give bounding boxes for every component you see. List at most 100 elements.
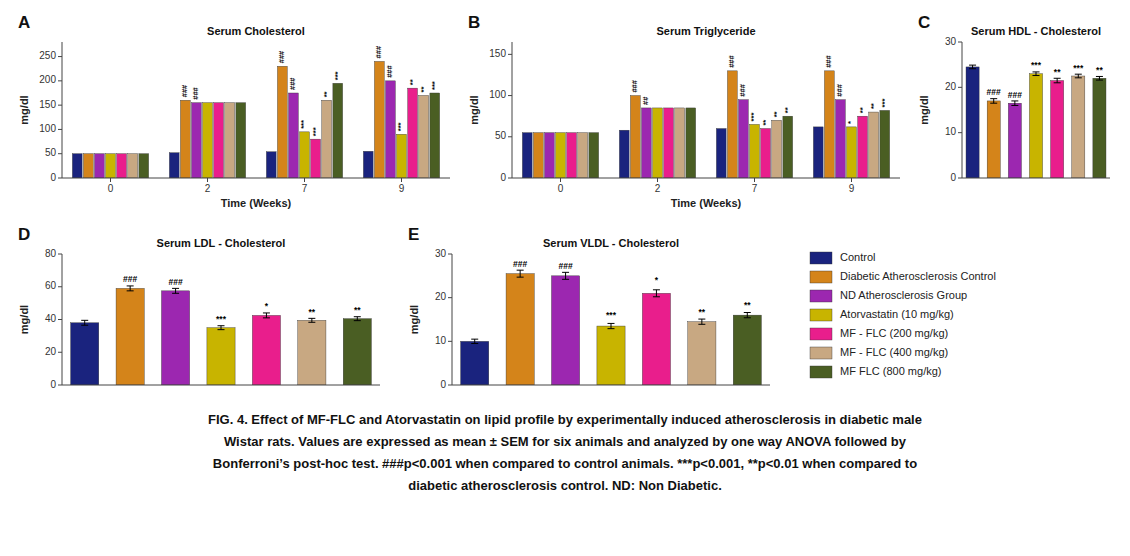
x-tick-label: 0 [558, 183, 564, 194]
bar [117, 154, 127, 178]
bar [567, 133, 577, 178]
significance: ### [385, 65, 394, 78]
x-tick [110, 178, 111, 182]
title: Serum LDL - Cholesterol [157, 237, 286, 249]
bar [772, 120, 782, 178]
error-cap [744, 317, 751, 318]
bar [716, 129, 726, 178]
y-tick-label: 100 [39, 123, 56, 134]
y-tick [958, 42, 962, 43]
significance: ### [123, 274, 137, 284]
legend-swatch [810, 252, 832, 264]
bar [419, 95, 429, 178]
y-tick-label: 200 [39, 74, 56, 85]
x-tick-label: 2 [655, 183, 661, 194]
error-line [357, 317, 358, 321]
y-tick [58, 319, 62, 320]
bar [236, 103, 246, 178]
significance: ## [641, 96, 650, 105]
bar [1072, 76, 1085, 178]
y-tick-label: 20 [945, 81, 957, 92]
significance: ** [699, 307, 706, 317]
y-tick [58, 286, 62, 287]
bar [289, 93, 299, 178]
error-cap [990, 103, 997, 104]
bar [733, 315, 761, 385]
legend-label: ND Atherosclerosis Group [840, 289, 967, 301]
bar [847, 127, 857, 178]
significance: *** [216, 314, 227, 324]
error-bar [653, 290, 660, 297]
error-bar [1011, 101, 1018, 106]
error-cap [990, 98, 997, 99]
error-cap [354, 316, 361, 317]
bar [169, 153, 179, 178]
bar [761, 129, 771, 178]
bar [506, 274, 534, 385]
x-axis-line [452, 385, 770, 386]
bar [277, 66, 287, 178]
significance: ### [374, 45, 383, 58]
y-tick [508, 95, 512, 96]
panel: 020406080mg/dlSerum LDL - CholesterolD##… [18, 225, 380, 390]
y-tick-label: 250 [39, 50, 56, 61]
error-bar [172, 288, 179, 293]
bar [630, 96, 640, 178]
significance: ** [772, 111, 781, 117]
bar [739, 100, 749, 178]
legend: ControlDiabetic Atherosclerosis ControlN… [810, 251, 996, 378]
error-cap [354, 320, 361, 321]
y-tick [958, 87, 962, 88]
bar [869, 112, 879, 178]
y-tick-label: 10 [435, 335, 447, 346]
error-cap [1033, 71, 1040, 72]
background [0, 0, 1130, 556]
annotations: ######******** [123, 274, 361, 324]
y-axis-label: mg/dl [18, 95, 30, 124]
significance: *** [749, 113, 758, 122]
significance: ** [1054, 67, 1061, 77]
y-axis-line [62, 42, 63, 178]
error-bar [698, 319, 705, 324]
bar [139, 154, 149, 178]
significance: *** [311, 127, 320, 136]
significance: ### [630, 79, 639, 92]
error-line [1099, 76, 1100, 80]
marks [461, 270, 762, 385]
error-cap [471, 339, 478, 340]
x-axis-line [962, 178, 1110, 179]
bar [180, 100, 190, 178]
y-axis-label: mg/dl [468, 95, 480, 124]
bar [363, 151, 373, 178]
marks [966, 65, 1106, 178]
y-tick-label: 0 [500, 172, 506, 183]
x-tick-label: 7 [302, 183, 308, 194]
bar [83, 154, 93, 178]
x-axis-line [62, 385, 380, 386]
y-axis-label: mg/dl [918, 95, 930, 124]
y-tick-label: 150 [489, 48, 506, 59]
error-bar [1096, 76, 1103, 80]
y-tick [508, 136, 512, 137]
y-tick-label: 100 [489, 89, 506, 100]
significance: ### [558, 261, 572, 271]
bar [1008, 103, 1021, 178]
bar [824, 71, 834, 178]
significance: *** [396, 122, 405, 131]
bar [836, 100, 846, 178]
significance: *** [606, 310, 617, 320]
x-tick [401, 178, 402, 182]
y-tick-label: 30 [435, 248, 447, 259]
y-tick-label: 50 [495, 130, 507, 141]
bar [545, 133, 555, 178]
panel-label: D [18, 225, 30, 244]
x-tick-label: 9 [849, 183, 855, 194]
x-tick [657, 178, 658, 182]
y-tick [448, 385, 452, 386]
significance: ### [987, 87, 1001, 97]
y-tick-label: 50 [45, 147, 57, 158]
significance: ** [309, 307, 316, 317]
error-line [84, 320, 85, 325]
bar [252, 315, 280, 385]
error-bar [990, 99, 997, 104]
